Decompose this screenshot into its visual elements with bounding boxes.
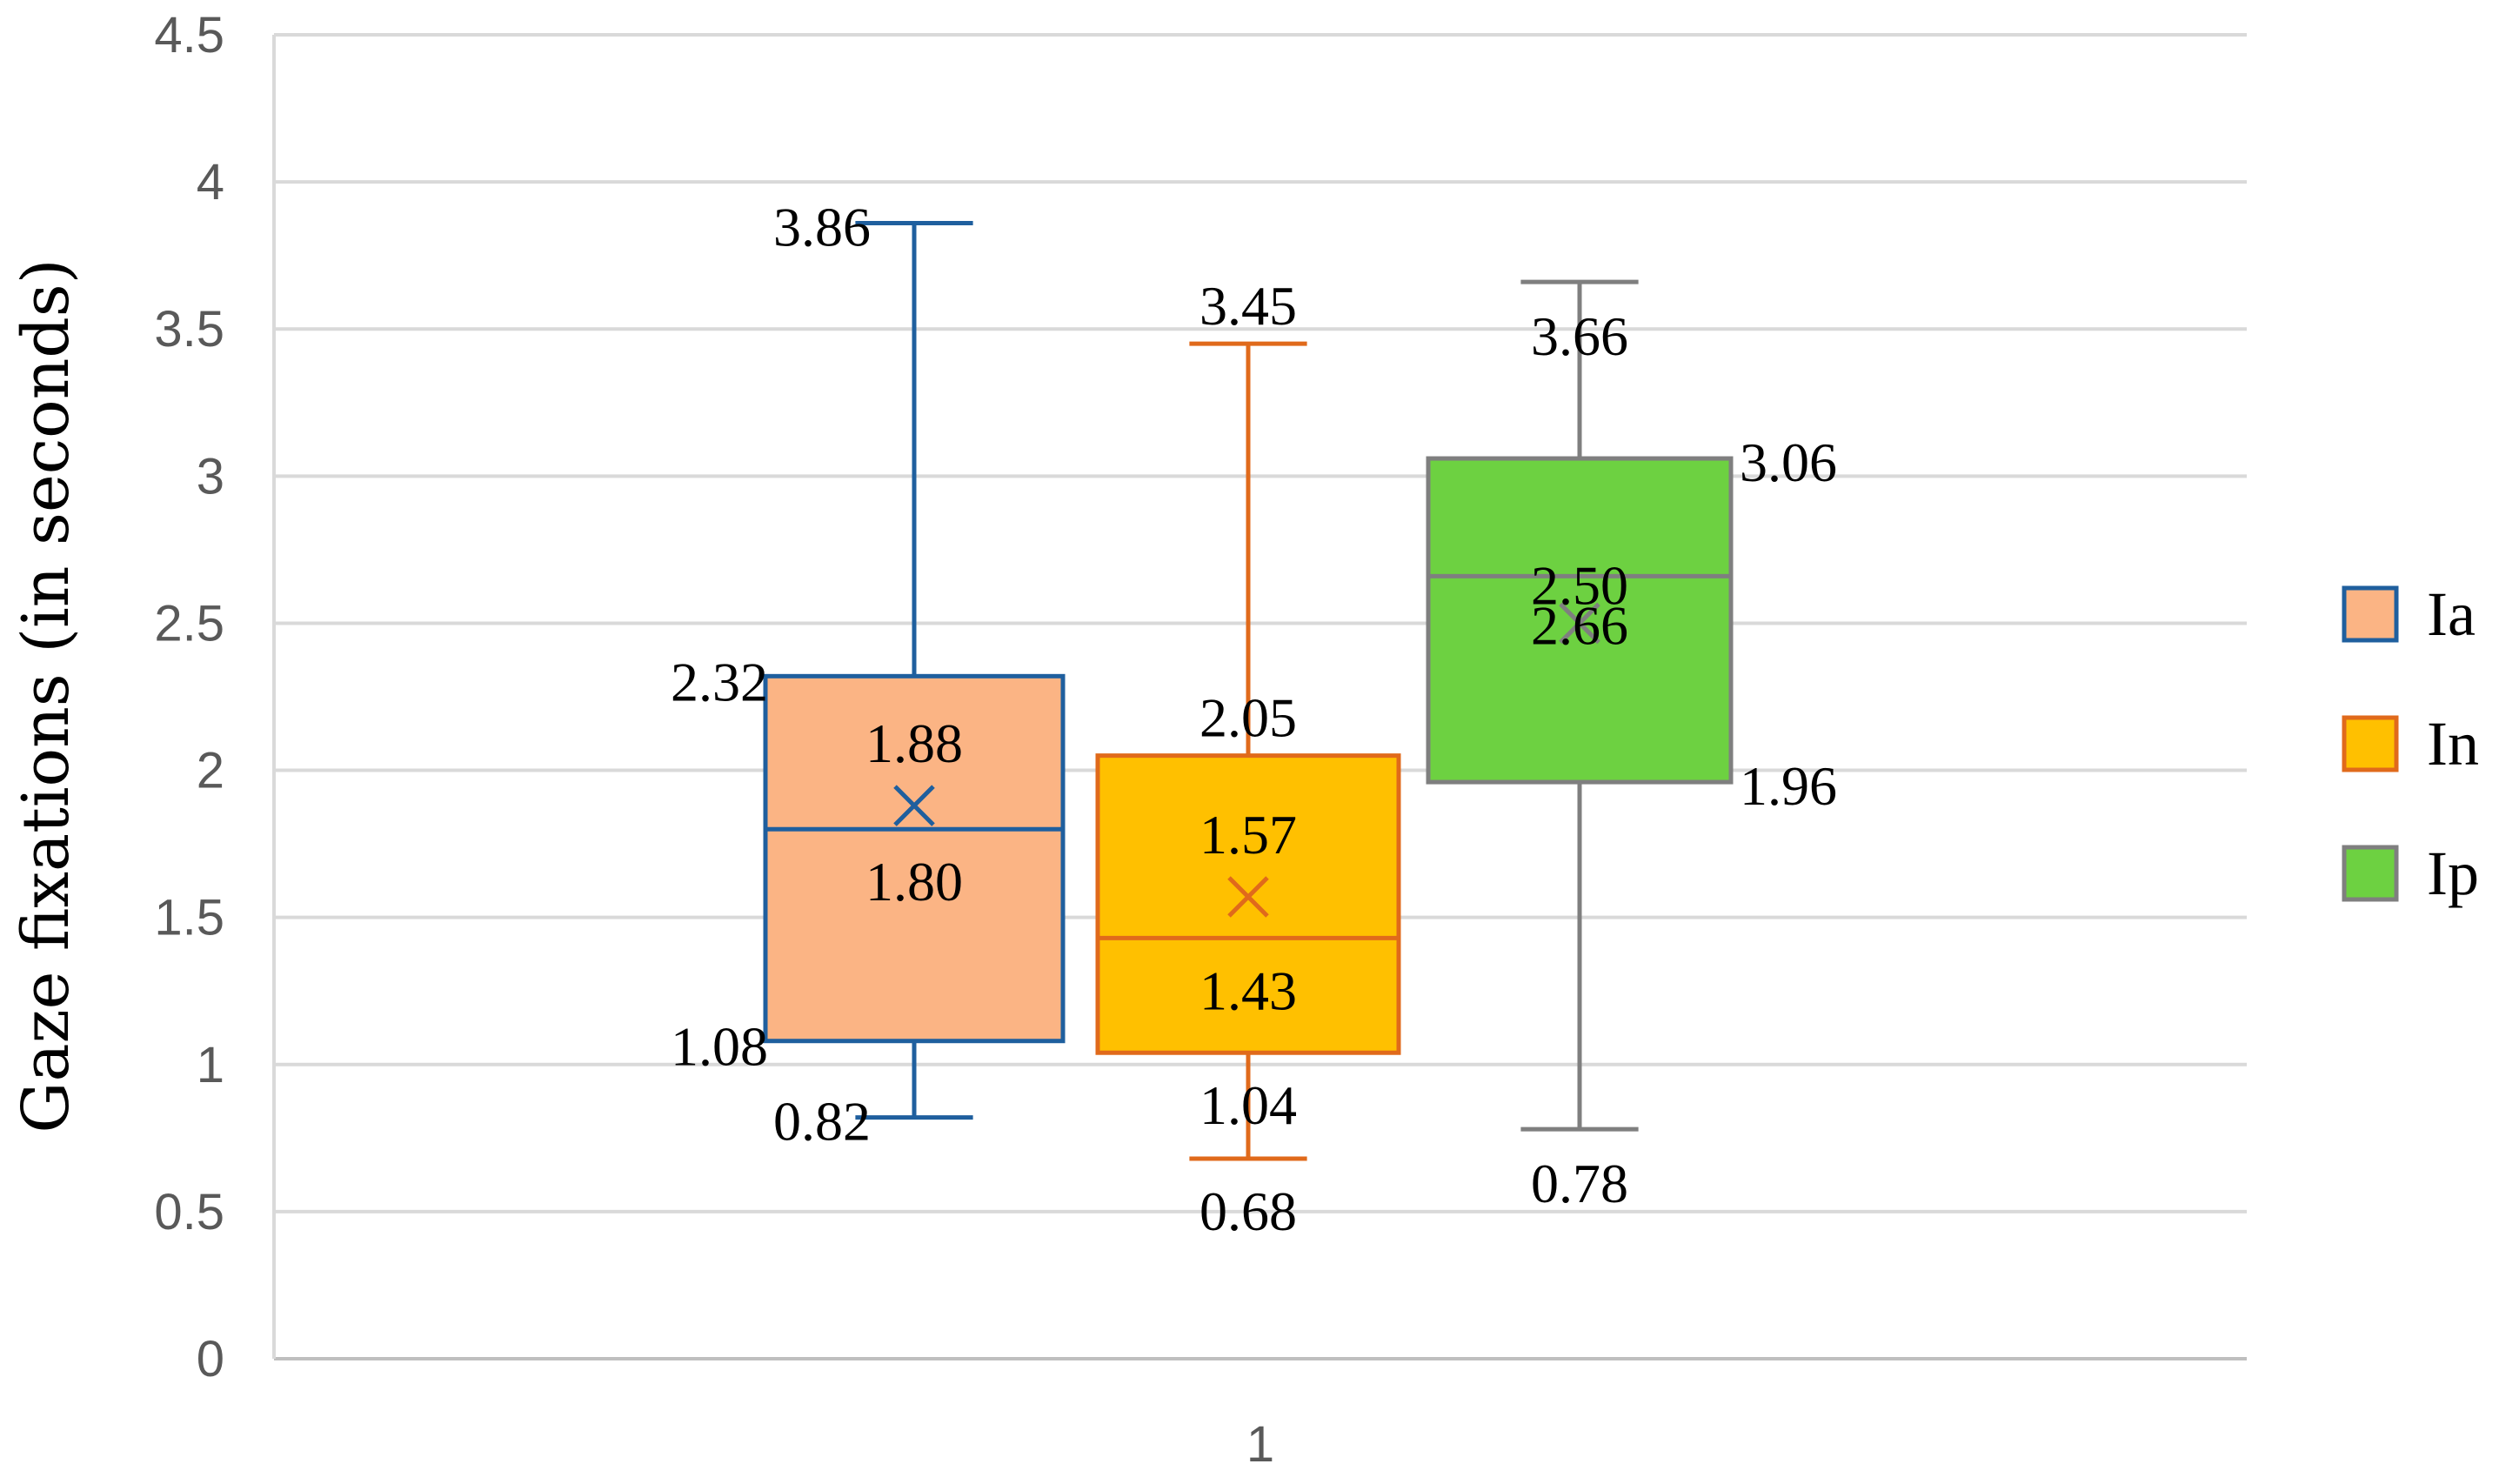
- data-label-median: 2.66: [1531, 594, 1628, 656]
- data-label-q3: 2.32: [671, 651, 768, 712]
- y-tick-label: 4.5: [154, 7, 224, 64]
- mean-marker: [1559, 602, 1600, 645]
- data-label-mean: 1.88: [865, 712, 963, 774]
- y-tick-label: 3: [197, 448, 224, 505]
- y-axis-label: Gaze fixations (in seconds): [9, 258, 84, 1133]
- y-tick-label: 4: [197, 154, 224, 211]
- data-label-max: 3.86: [773, 196, 871, 257]
- box-ip: 3.66 3.06 2.502.66 1.96 0.78: [1426, 279, 1837, 1214]
- legend-label: In: [2427, 709, 2479, 779]
- y-tick-label: 1.5: [154, 890, 224, 946]
- legend-swatch: [2342, 845, 2399, 902]
- legend: Ia In Ip: [2342, 579, 2479, 908]
- data-label-max: 3.66: [1531, 305, 1628, 367]
- legend-label: Ia: [2427, 579, 2476, 649]
- x-tick-label: 1: [1246, 1416, 1274, 1473]
- data-label-median: 1.80: [865, 851, 963, 912]
- iqr-box: [763, 673, 1066, 1044]
- data-label-min: 0.68: [1199, 1180, 1297, 1242]
- data-label-q3: 3.06: [1740, 431, 1837, 493]
- data-label-q3: 2.05: [1199, 687, 1297, 749]
- data-label-max: 3.45: [1199, 275, 1297, 337]
- data-label-mean: 2.50: [1531, 554, 1628, 616]
- data-label-median: 1.43: [1199, 959, 1297, 1021]
- data-label-min: 0.78: [1531, 1153, 1628, 1214]
- data-label-mean: 1.57: [1199, 804, 1297, 866]
- y-axis-ticks: 0 0.5 1 1.5 2 2.5 3 3.5 4 4.5: [154, 7, 224, 1387]
- data-label-q1: 1.96: [1740, 755, 1837, 817]
- legend-swatch: [2342, 715, 2399, 772]
- box-in: 3.45 2.05 1.57 1.43 1.04 0.68: [1095, 275, 1401, 1242]
- y-tick-label: 0.5: [154, 1184, 224, 1240]
- mean-marker: [893, 785, 935, 826]
- data-label-q1: 1.08: [671, 1016, 768, 1078]
- x-axis-ticks: 1: [1246, 1416, 1274, 1473]
- legend-label: Ip: [2427, 839, 2479, 908]
- iqr-box: [1095, 753, 1401, 1055]
- y-tick-label: 2.5: [154, 595, 224, 652]
- data-label-q1: 1.04: [1199, 1074, 1297, 1136]
- box-series: 3.86 2.32 1.88 1.80 1.080.82 3.45 2.05 1.57 1.43…: [671, 196, 1837, 1242]
- legend-swatch: [2342, 585, 2399, 643]
- y-tick-label: 2: [197, 743, 224, 799]
- mean-marker: [1227, 876, 1269, 918]
- data-label-min: 0.82: [773, 1091, 871, 1153]
- y-tick-label: 1: [197, 1037, 224, 1093]
- y-tick-label: 3.5: [154, 301, 224, 358]
- box-ia: 3.86 2.32 1.88 1.80 1.080.82: [671, 196, 1066, 1153]
- y-tick-label: 0: [197, 1331, 224, 1387]
